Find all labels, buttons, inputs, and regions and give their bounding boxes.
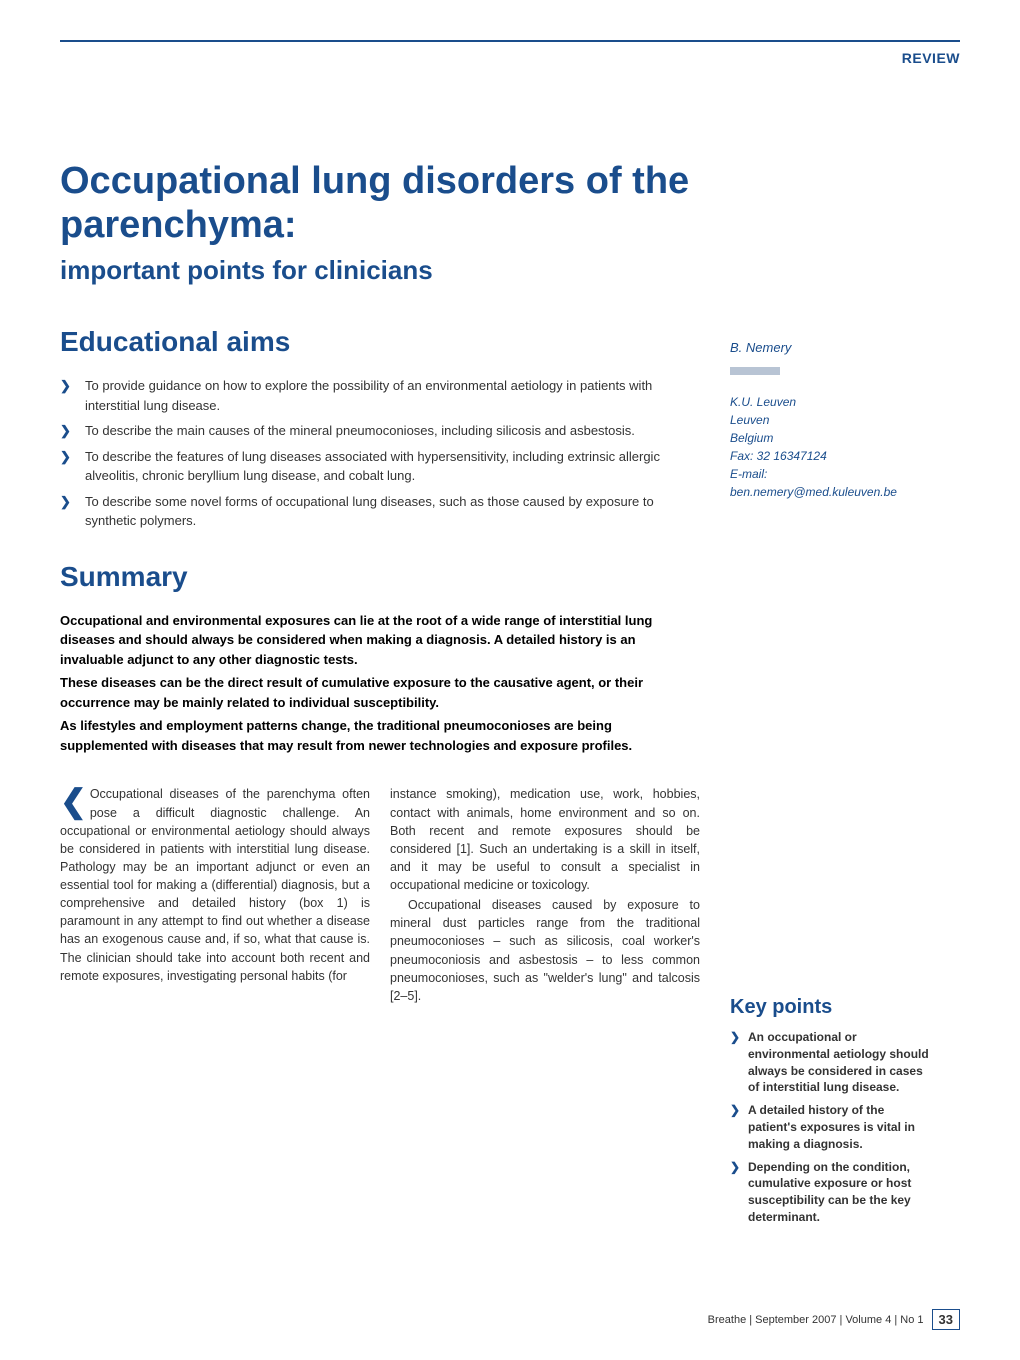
list-item: To describe some novel forms of occupati… xyxy=(60,492,700,531)
list-item: To describe the features of lung disease… xyxy=(60,447,700,486)
key-points-list: An occupational or environmental aetiolo… xyxy=(730,1029,930,1226)
author-city: Leuven xyxy=(730,411,930,429)
author-info: K.U. Leuven Leuven Belgium Fax: 32 16347… xyxy=(730,393,930,501)
article-subtitle: important points for clinicians xyxy=(60,255,700,286)
author-fax: Fax: 32 16347124 xyxy=(730,447,930,465)
footer-text: Breathe | September 2007 | Volume 4 | No… xyxy=(708,1314,924,1326)
body-column-2: instance smoking), medication use, work,… xyxy=(390,785,700,1005)
header-divider xyxy=(60,40,960,42)
body-column-1: ❮Occupational diseases of the parenchyma… xyxy=(60,785,370,1005)
summary-paragraph: As lifestyles and employment patterns ch… xyxy=(60,716,700,755)
educational-aims-list: To provide guidance on how to explore th… xyxy=(60,376,700,531)
author-email: E-mail: ben.nemery@med.kuleuven.be xyxy=(730,465,930,501)
author-institution: K.U. Leuven xyxy=(730,393,930,411)
summary-header: Summary xyxy=(60,561,700,593)
author-name: B. Nemery xyxy=(730,340,930,355)
list-item: To provide guidance on how to explore th… xyxy=(60,376,700,415)
body-text: instance smoking), medication use, work,… xyxy=(390,785,700,894)
list-item: A detailed history of the patient's expo… xyxy=(730,1102,930,1152)
key-points-section: Key points An occupational or environmen… xyxy=(730,996,930,1226)
author-country: Belgium xyxy=(730,429,930,447)
body-text: Occupational diseases caused by exposure… xyxy=(390,896,700,1005)
key-points-header: Key points xyxy=(730,996,930,1019)
educational-aims-header: Educational aims xyxy=(60,326,700,358)
summary-text: Occupational and environmental exposures… xyxy=(60,611,700,756)
author-bar-decoration xyxy=(730,367,780,375)
article-title: Occupational lung disorders of the paren… xyxy=(60,160,700,247)
right-column: B. Nemery K.U. Leuven Leuven Belgium Fax… xyxy=(730,160,930,1232)
summary-paragraph: Occupational and environmental exposures… xyxy=(60,611,700,670)
review-label: REVIEW xyxy=(902,50,960,66)
list-item: An occupational or environmental aetiolo… xyxy=(730,1029,930,1096)
list-item: Depending on the condition, cumulative e… xyxy=(730,1159,930,1226)
body-text: Occupational diseases of the parenchyma … xyxy=(60,787,370,982)
page-number: 33 xyxy=(932,1309,960,1330)
main-content: Occupational lung disorders of the paren… xyxy=(60,160,960,1232)
page-footer: Breathe | September 2007 | Volume 4 | No… xyxy=(708,1309,960,1330)
body-columns: ❮Occupational diseases of the parenchyma… xyxy=(60,785,700,1005)
summary-paragraph: These diseases can be the direct result … xyxy=(60,673,700,712)
left-column: Occupational lung disorders of the paren… xyxy=(60,160,700,1232)
drop-cap-icon: ❮ xyxy=(60,787,87,816)
list-item: To describe the main causes of the miner… xyxy=(60,421,700,441)
